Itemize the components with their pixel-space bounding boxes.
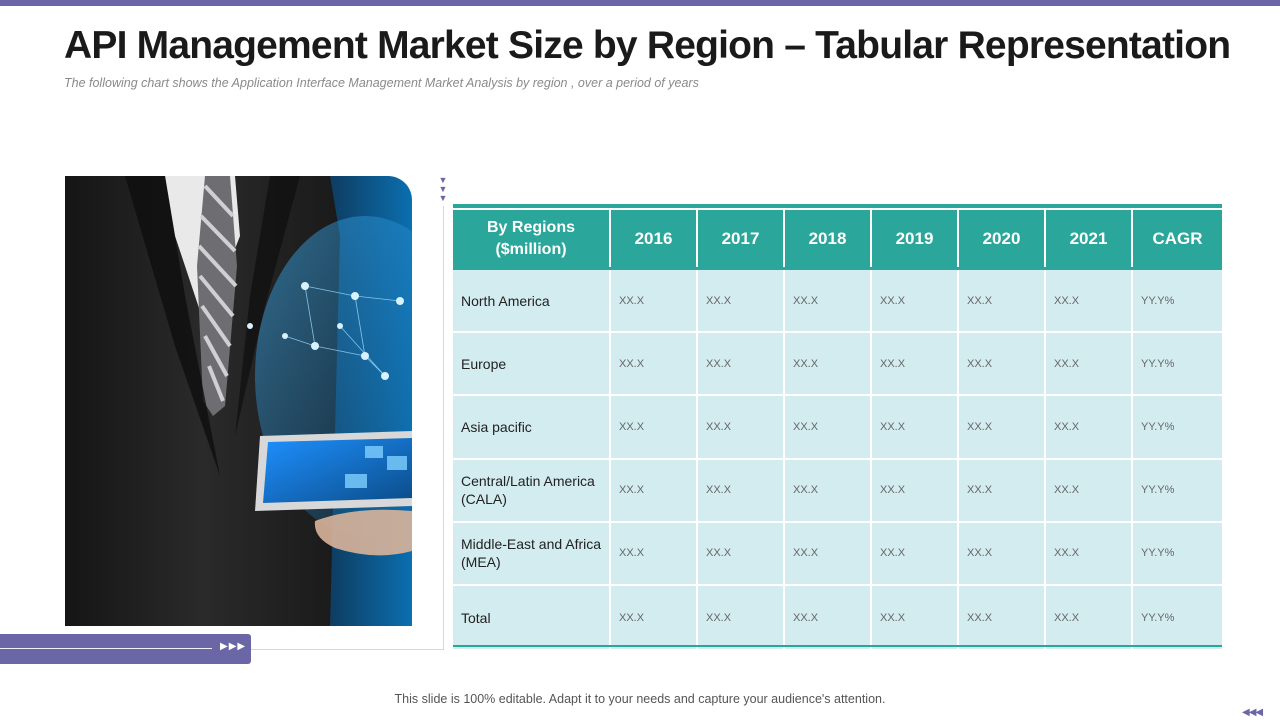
cagr-cell: YY.Y% xyxy=(1133,522,1222,584)
value-cell: XX.X xyxy=(959,522,1046,584)
value-cell: XX.X xyxy=(698,270,785,332)
value-cell: XX.X xyxy=(698,459,785,521)
table-row: Total XX.X XX.X XX.X XX.X XX.X XX.X YY.Y… xyxy=(453,585,1222,650)
header-regions: By Regions ($million) xyxy=(453,210,611,267)
value-cell: XX.X xyxy=(959,270,1046,332)
value-cell: XX.X xyxy=(872,270,959,332)
region-cell: Asia pacific xyxy=(453,396,611,458)
value-cell: XX.X xyxy=(611,333,698,395)
triple-left-arrow-icon[interactable]: ◀◀◀ xyxy=(1242,707,1263,718)
businessman-tablet-image xyxy=(65,176,412,626)
market-size-table: By Regions ($million) 2016 2017 2018 201… xyxy=(453,204,1222,650)
triple-right-arrow-icon: ▶▶▶ xyxy=(220,641,247,652)
value-cell: XX.X xyxy=(1046,270,1133,332)
value-cell: XX.X xyxy=(785,270,872,332)
region-cell: Middle-East and Africa (MEA) xyxy=(453,522,611,584)
value-cell: XX.X xyxy=(611,270,698,332)
frame-line-horizontal xyxy=(250,649,444,650)
header-2017: 2017 xyxy=(698,210,785,267)
table-row: Middle-East and Africa (MEA) XX.X XX.X X… xyxy=(453,522,1222,586)
header-2018: 2018 xyxy=(785,210,872,267)
value-cell: XX.X xyxy=(1046,522,1133,584)
value-cell: XX.X xyxy=(1046,333,1133,395)
decorative-purple-bar: ▶▶▶ xyxy=(0,634,251,664)
value-cell: XX.X xyxy=(1046,396,1133,458)
cagr-cell: YY.Y% xyxy=(1133,270,1222,332)
value-cell: XX.X xyxy=(1046,585,1133,650)
value-cell: XX.X xyxy=(785,396,872,458)
header-2019: 2019 xyxy=(872,210,959,267)
value-cell: XX.X xyxy=(959,333,1046,395)
value-cell: XX.X xyxy=(872,585,959,650)
cagr-cell: YY.Y% xyxy=(1133,333,1222,395)
table-header-row: By Regions ($million) 2016 2017 2018 201… xyxy=(453,210,1222,267)
value-cell: XX.X xyxy=(611,459,698,521)
purple-bar-line xyxy=(0,648,212,649)
value-cell: XX.X xyxy=(785,459,872,521)
value-cell: XX.X xyxy=(785,333,872,395)
slide-title: API Management Market Size by Region – T… xyxy=(64,24,1231,67)
table-bottom-border xyxy=(453,645,1222,647)
header-2016: 2016 xyxy=(611,210,698,267)
table-header-separator xyxy=(453,267,1222,270)
frame-line-vertical xyxy=(443,206,444,650)
slide-footer: This slide is 100% editable. Adapt it to… xyxy=(394,692,886,706)
value-cell: XX.X xyxy=(1046,459,1133,521)
value-cell: XX.X xyxy=(611,522,698,584)
slide-subtitle: The following chart shows the Applicatio… xyxy=(64,76,699,90)
triple-down-arrow-icon: ▼ ▼ ▼ xyxy=(438,175,448,203)
region-cell: Total xyxy=(453,585,611,650)
table-body: North America XX.X XX.X XX.X XX.X XX.X X… xyxy=(453,270,1222,650)
value-cell: XX.X xyxy=(959,585,1046,650)
header-cagr: CAGR xyxy=(1133,210,1222,267)
top-accent-bar xyxy=(0,0,1280,6)
value-cell: XX.X xyxy=(959,459,1046,521)
value-cell: XX.X xyxy=(611,585,698,650)
table-row: Europe XX.X XX.X XX.X XX.X XX.X XX.X YY.… xyxy=(453,333,1222,397)
cagr-cell: YY.Y% xyxy=(1133,459,1222,521)
region-cell: Central/Latin America (CALA) xyxy=(453,459,611,521)
value-cell: XX.X xyxy=(698,396,785,458)
value-cell: XX.X xyxy=(872,459,959,521)
region-cell: North America xyxy=(453,270,611,332)
value-cell: XX.X xyxy=(872,522,959,584)
header-2020: 2020 xyxy=(959,210,1046,267)
region-cell: Europe xyxy=(453,333,611,395)
table-row: North America XX.X XX.X XX.X XX.X XX.X X… xyxy=(453,270,1222,334)
value-cell: XX.X xyxy=(872,396,959,458)
value-cell: XX.X xyxy=(611,396,698,458)
value-cell: XX.X xyxy=(698,585,785,650)
value-cell: XX.X xyxy=(785,585,872,650)
value-cell: XX.X xyxy=(872,333,959,395)
value-cell: XX.X xyxy=(698,333,785,395)
header-2021: 2021 xyxy=(1046,210,1133,267)
table-row: Central/Latin America (CALA) XX.X XX.X X… xyxy=(453,459,1222,523)
value-cell: XX.X xyxy=(698,522,785,584)
value-cell: XX.X xyxy=(959,396,1046,458)
table-top-border xyxy=(453,204,1222,208)
cagr-cell: YY.Y% xyxy=(1133,585,1222,650)
value-cell: XX.X xyxy=(785,522,872,584)
cagr-cell: YY.Y% xyxy=(1133,396,1222,458)
table-row: Asia pacific XX.X XX.X XX.X XX.X XX.X XX… xyxy=(453,396,1222,460)
